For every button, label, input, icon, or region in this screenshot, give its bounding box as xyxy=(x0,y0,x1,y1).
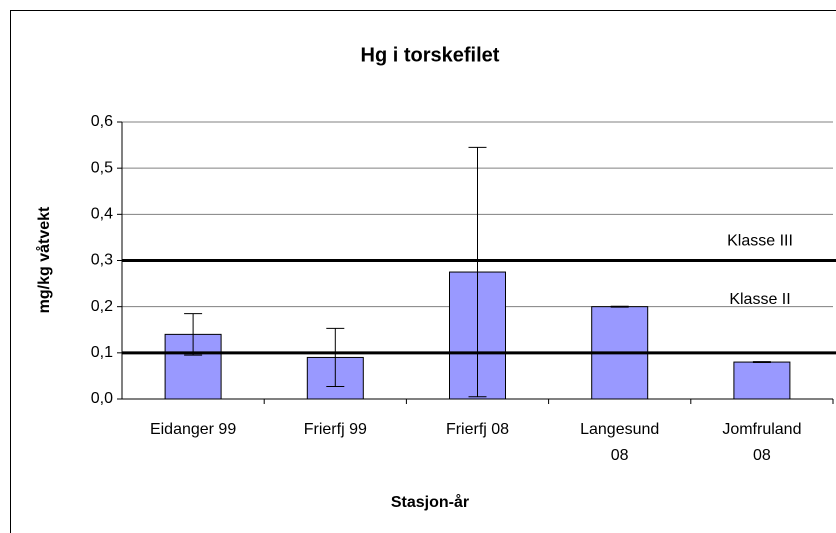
chart-title: Hg i torskefilet xyxy=(361,44,500,66)
y-tick-label: 0,1 xyxy=(91,344,113,361)
bar xyxy=(733,361,791,400)
bar xyxy=(164,333,222,400)
y-tick-label: 0,4 xyxy=(91,206,113,223)
reference-label: Klasse II xyxy=(729,291,790,308)
chart-frame xyxy=(10,10,836,533)
y-tick-label: 0,2 xyxy=(91,298,113,315)
x-tick-label: Frierfj 08 xyxy=(445,421,510,438)
y-tick-label: 0,0 xyxy=(91,390,113,407)
x-tick-label: Jomfruland 08 xyxy=(722,421,802,464)
x-axis-label: Stasjon-år xyxy=(391,493,469,511)
y-axis-label: mg/kg våtvekt xyxy=(35,206,53,313)
y-tick-label: 0,3 xyxy=(91,252,113,269)
x-tick-label: Langesund 08 xyxy=(580,421,660,464)
x-tick-label: Eidanger 99 xyxy=(149,421,237,438)
reference-label: Klasse III xyxy=(727,233,793,250)
y-tick-label: 0,6 xyxy=(91,113,113,130)
x-tick-label: Frierfj 99 xyxy=(303,421,367,438)
y-tick-label: 0,5 xyxy=(91,159,113,176)
